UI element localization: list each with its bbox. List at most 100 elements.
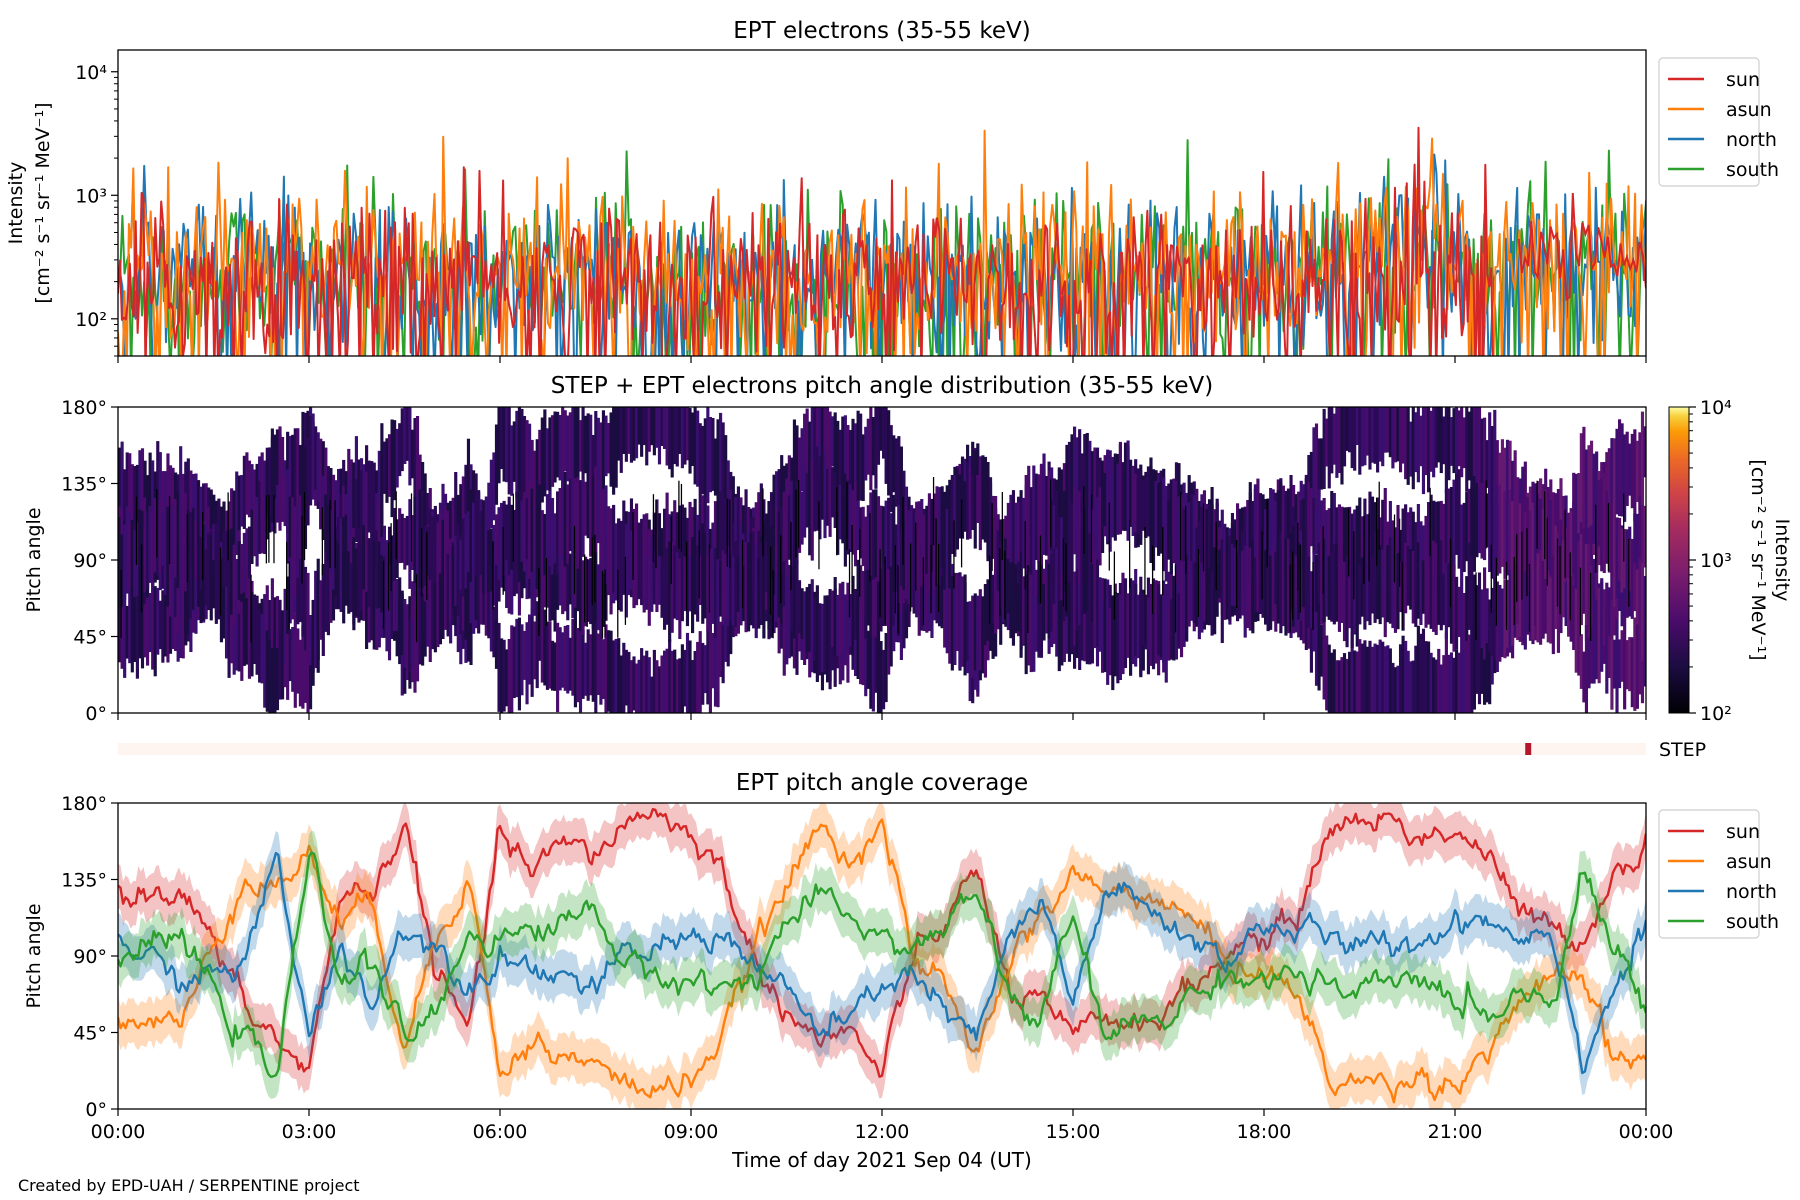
- heatmap-cell: [326, 504, 330, 562]
- heatmap-cell: [370, 583, 374, 641]
- heatmap-cell: [932, 493, 937, 588]
- heatmap-cell: [1197, 521, 1201, 573]
- heatmap-cell: [1131, 465, 1135, 523]
- heatmap-cell: [255, 497, 259, 567]
- heatmap-cell: [1365, 407, 1370, 456]
- heatmap-cell: [189, 470, 193, 532]
- heatmap-cell: [1398, 644, 1403, 713]
- heatmap-cell: [217, 571, 221, 620]
- heatmap-cell: [500, 502, 504, 585]
- heatmap-cell: [492, 452, 496, 521]
- heatmap-cell: [1457, 410, 1461, 467]
- heatmap-cell: [1185, 493, 1189, 588]
- heatmap-cell: [927, 493, 931, 595]
- heatmap-cell: [800, 428, 804, 492]
- heatmap-cell: [680, 407, 684, 469]
- heatmap-cell: [151, 576, 155, 670]
- heatmap-cell: [1383, 646, 1387, 713]
- heatmap-cell: [393, 508, 397, 609]
- heatmap-cell: [680, 504, 684, 571]
- heatmap-cell: [698, 555, 702, 605]
- heatmap-cell: [968, 467, 972, 539]
- heatmap-cell-dark: [1090, 494, 1093, 563]
- heatmap-cell-dark: [848, 549, 851, 618]
- heatmap-cell: [882, 550, 886, 626]
- heatmap-cell: [622, 407, 626, 454]
- heatmap-cell: [1032, 574, 1036, 672]
- heatmap-cell: [1271, 549, 1275, 622]
- heatmap-cell: [1118, 441, 1122, 535]
- heatmap-cell-dark: [1628, 538, 1630, 607]
- heatmap-cell: [1067, 550, 1072, 643]
- heatmap-cell: [696, 545, 700, 622]
- heatmap-cell: [237, 613, 241, 672]
- heatmap-cell: [1126, 440, 1130, 541]
- heatmap-cell: [1276, 490, 1280, 567]
- heatmap-cell: [670, 407, 674, 478]
- heatmap-cell: [232, 626, 236, 675]
- heatmap-cell: [887, 497, 891, 570]
- heatmap-cell: [622, 544, 626, 593]
- heatmap-cell: [528, 423, 532, 515]
- heatmap-cell: [1019, 497, 1023, 553]
- heatmap-cell: [634, 407, 639, 459]
- colorbar-tick-label: 10⁴: [1700, 397, 1732, 419]
- heatmap-cell: [176, 491, 180, 588]
- heatmap-cell: [438, 573, 443, 645]
- heatmap-cell: [1297, 542, 1301, 620]
- heatmap-cell: [1386, 545, 1390, 623]
- heatmap-cell: [540, 604, 544, 683]
- heatmap-cell: [553, 411, 557, 483]
- heatmap-cell: [1572, 472, 1576, 574]
- heatmap-cell: [1404, 542, 1408, 614]
- heatmap-cell: [359, 510, 364, 611]
- heatmap-cell: [836, 457, 840, 555]
- heatmap-cell: [398, 508, 402, 564]
- heatmap-cell: [1317, 489, 1321, 569]
- heatmap-cell-dark: [729, 499, 731, 568]
- heatmap-cell-dark: [1485, 480, 1487, 549]
- heatmap-cell: [260, 467, 264, 554]
- heatmap-cell: [550, 415, 555, 487]
- panel1-ylabel-line2: [cm⁻² s⁻¹ sr⁻¹ MeV⁻¹]: [32, 102, 54, 303]
- heatmap-cell-dark: [851, 525, 853, 593]
- heatmap-cell: [1307, 481, 1311, 564]
- heatmap-cell: [596, 564, 600, 631]
- heatmap-cell: [1577, 599, 1581, 676]
- heatmap-cell: [1044, 574, 1049, 630]
- heatmap-cell-dark: [1569, 552, 1571, 621]
- heatmap-cell: [647, 529, 651, 626]
- heatmap-cell: [777, 469, 781, 544]
- heatmap-cell: [1460, 504, 1464, 566]
- heatmap-cell: [1561, 540, 1566, 601]
- heatmap-cell: [1029, 585, 1033, 673]
- heatmap-cell: [1314, 423, 1319, 517]
- heatmap-cell-dark: [1027, 565, 1029, 633]
- heatmap-cell-dark: [1297, 522, 1299, 591]
- heatmap-cell: [1325, 510, 1329, 587]
- heatmap-cell: [1149, 583, 1153, 666]
- heatmap-cell: [1299, 531, 1303, 621]
- heatmap-cell: [1388, 407, 1392, 458]
- heatmap-cell-dark: [1144, 526, 1146, 595]
- heatmap-cell: [619, 407, 623, 473]
- heatmap-cell-dark: [140, 544, 143, 613]
- heatmap-cell: [632, 407, 636, 461]
- heatmap-cell: [507, 639, 511, 713]
- heatmap-cell: [1503, 447, 1507, 507]
- heatmap-cell: [1439, 500, 1443, 574]
- heatmap-cell-dark: [846, 482, 848, 551]
- heatmap-cell: [846, 600, 850, 651]
- heatmap-cell: [278, 599, 282, 694]
- heatmap-cell: [861, 614, 865, 686]
- heatmap-cell-dark: [1348, 508, 1350, 577]
- heatmap-cell: [899, 446, 903, 544]
- heatmap-cell: [130, 464, 134, 557]
- heatmap-cell: [1505, 487, 1510, 576]
- heatmap-cell: [1421, 407, 1426, 495]
- heatmap-cell: [591, 435, 595, 502]
- heatmap-cell: [843, 594, 847, 661]
- heatmap-cell: [421, 554, 425, 632]
- heatmap-cell: [1589, 440, 1594, 526]
- heatmap-cell: [199, 536, 203, 590]
